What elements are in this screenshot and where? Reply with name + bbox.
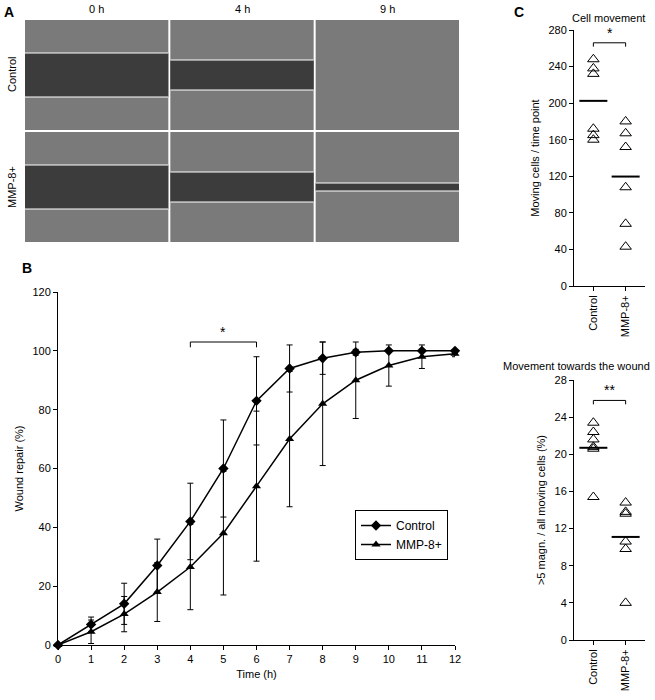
svg-text:200: 200 [548, 97, 566, 109]
svg-text:120: 120 [32, 286, 50, 298]
svg-text:120: 120 [548, 170, 566, 182]
svg-text:40: 40 [555, 243, 567, 255]
svg-text:Time (h): Time (h) [236, 668, 277, 680]
svg-text:240: 240 [548, 60, 566, 72]
svg-text:MMP-8+: MMP-8+ [396, 538, 442, 552]
svg-text:0 h: 0 h [89, 3, 104, 15]
svg-text:Control: Control [587, 649, 599, 684]
svg-text:280: 280 [548, 24, 566, 36]
svg-text:0: 0 [55, 653, 61, 665]
svg-text:4 h: 4 h [235, 3, 250, 15]
svg-text:C: C [514, 4, 524, 20]
svg-text:Moving cells / time point: Moving cells / time point [529, 99, 541, 216]
svg-text:4: 4 [561, 597, 567, 609]
svg-text:0: 0 [561, 634, 567, 646]
svg-text:**: ** [604, 382, 615, 398]
svg-text:3: 3 [154, 653, 160, 665]
svg-text:20: 20 [39, 580, 51, 592]
svg-text:MMP-8+: MMP-8+ [6, 166, 18, 208]
svg-text:MMP-8+: MMP-8+ [619, 295, 631, 337]
svg-text:60: 60 [39, 462, 51, 474]
svg-text:24: 24 [555, 411, 567, 423]
svg-text:80: 80 [555, 207, 567, 219]
svg-text:7: 7 [287, 653, 293, 665]
svg-text:9 h: 9 h [380, 3, 395, 15]
svg-text:A: A [4, 4, 14, 20]
svg-text:100: 100 [32, 345, 50, 357]
svg-text:10: 10 [383, 653, 395, 665]
svg-text:4: 4 [187, 653, 193, 665]
svg-text:20: 20 [555, 448, 567, 460]
svg-text:8: 8 [561, 560, 567, 572]
svg-text:8: 8 [320, 653, 326, 665]
svg-text:28: 28 [555, 374, 567, 386]
svg-text:2: 2 [121, 653, 127, 665]
svg-text:MMP-8+: MMP-8+ [619, 649, 631, 691]
svg-text:Cell movement: Cell movement [572, 12, 645, 24]
svg-text:1: 1 [88, 653, 94, 665]
svg-text:0: 0 [45, 639, 51, 651]
svg-text:5: 5 [220, 653, 226, 665]
svg-text:Control: Control [396, 519, 435, 533]
svg-text:Wound repair (%): Wound repair (%) [13, 426, 25, 512]
svg-text:40: 40 [39, 521, 51, 533]
svg-text:Control: Control [6, 57, 18, 92]
svg-text:9: 9 [353, 653, 359, 665]
svg-text:11: 11 [416, 653, 427, 665]
svg-text:6: 6 [253, 653, 259, 665]
svg-text:12: 12 [555, 522, 567, 534]
svg-text:Movement towards the wound: Movement towards the wound [503, 360, 650, 372]
svg-text:>5 magn. / all moving cells (%: >5 magn. / all moving cells (%) [535, 435, 547, 585]
svg-text:160: 160 [548, 134, 566, 146]
svg-text:Control: Control [587, 295, 599, 330]
svg-text:16: 16 [555, 485, 567, 497]
svg-text:80: 80 [39, 404, 51, 416]
svg-text:0: 0 [561, 280, 567, 292]
svg-text:*: * [220, 324, 226, 340]
svg-text:*: * [607, 25, 613, 41]
svg-text:12: 12 [449, 653, 461, 665]
svg-text:B: B [22, 260, 32, 276]
